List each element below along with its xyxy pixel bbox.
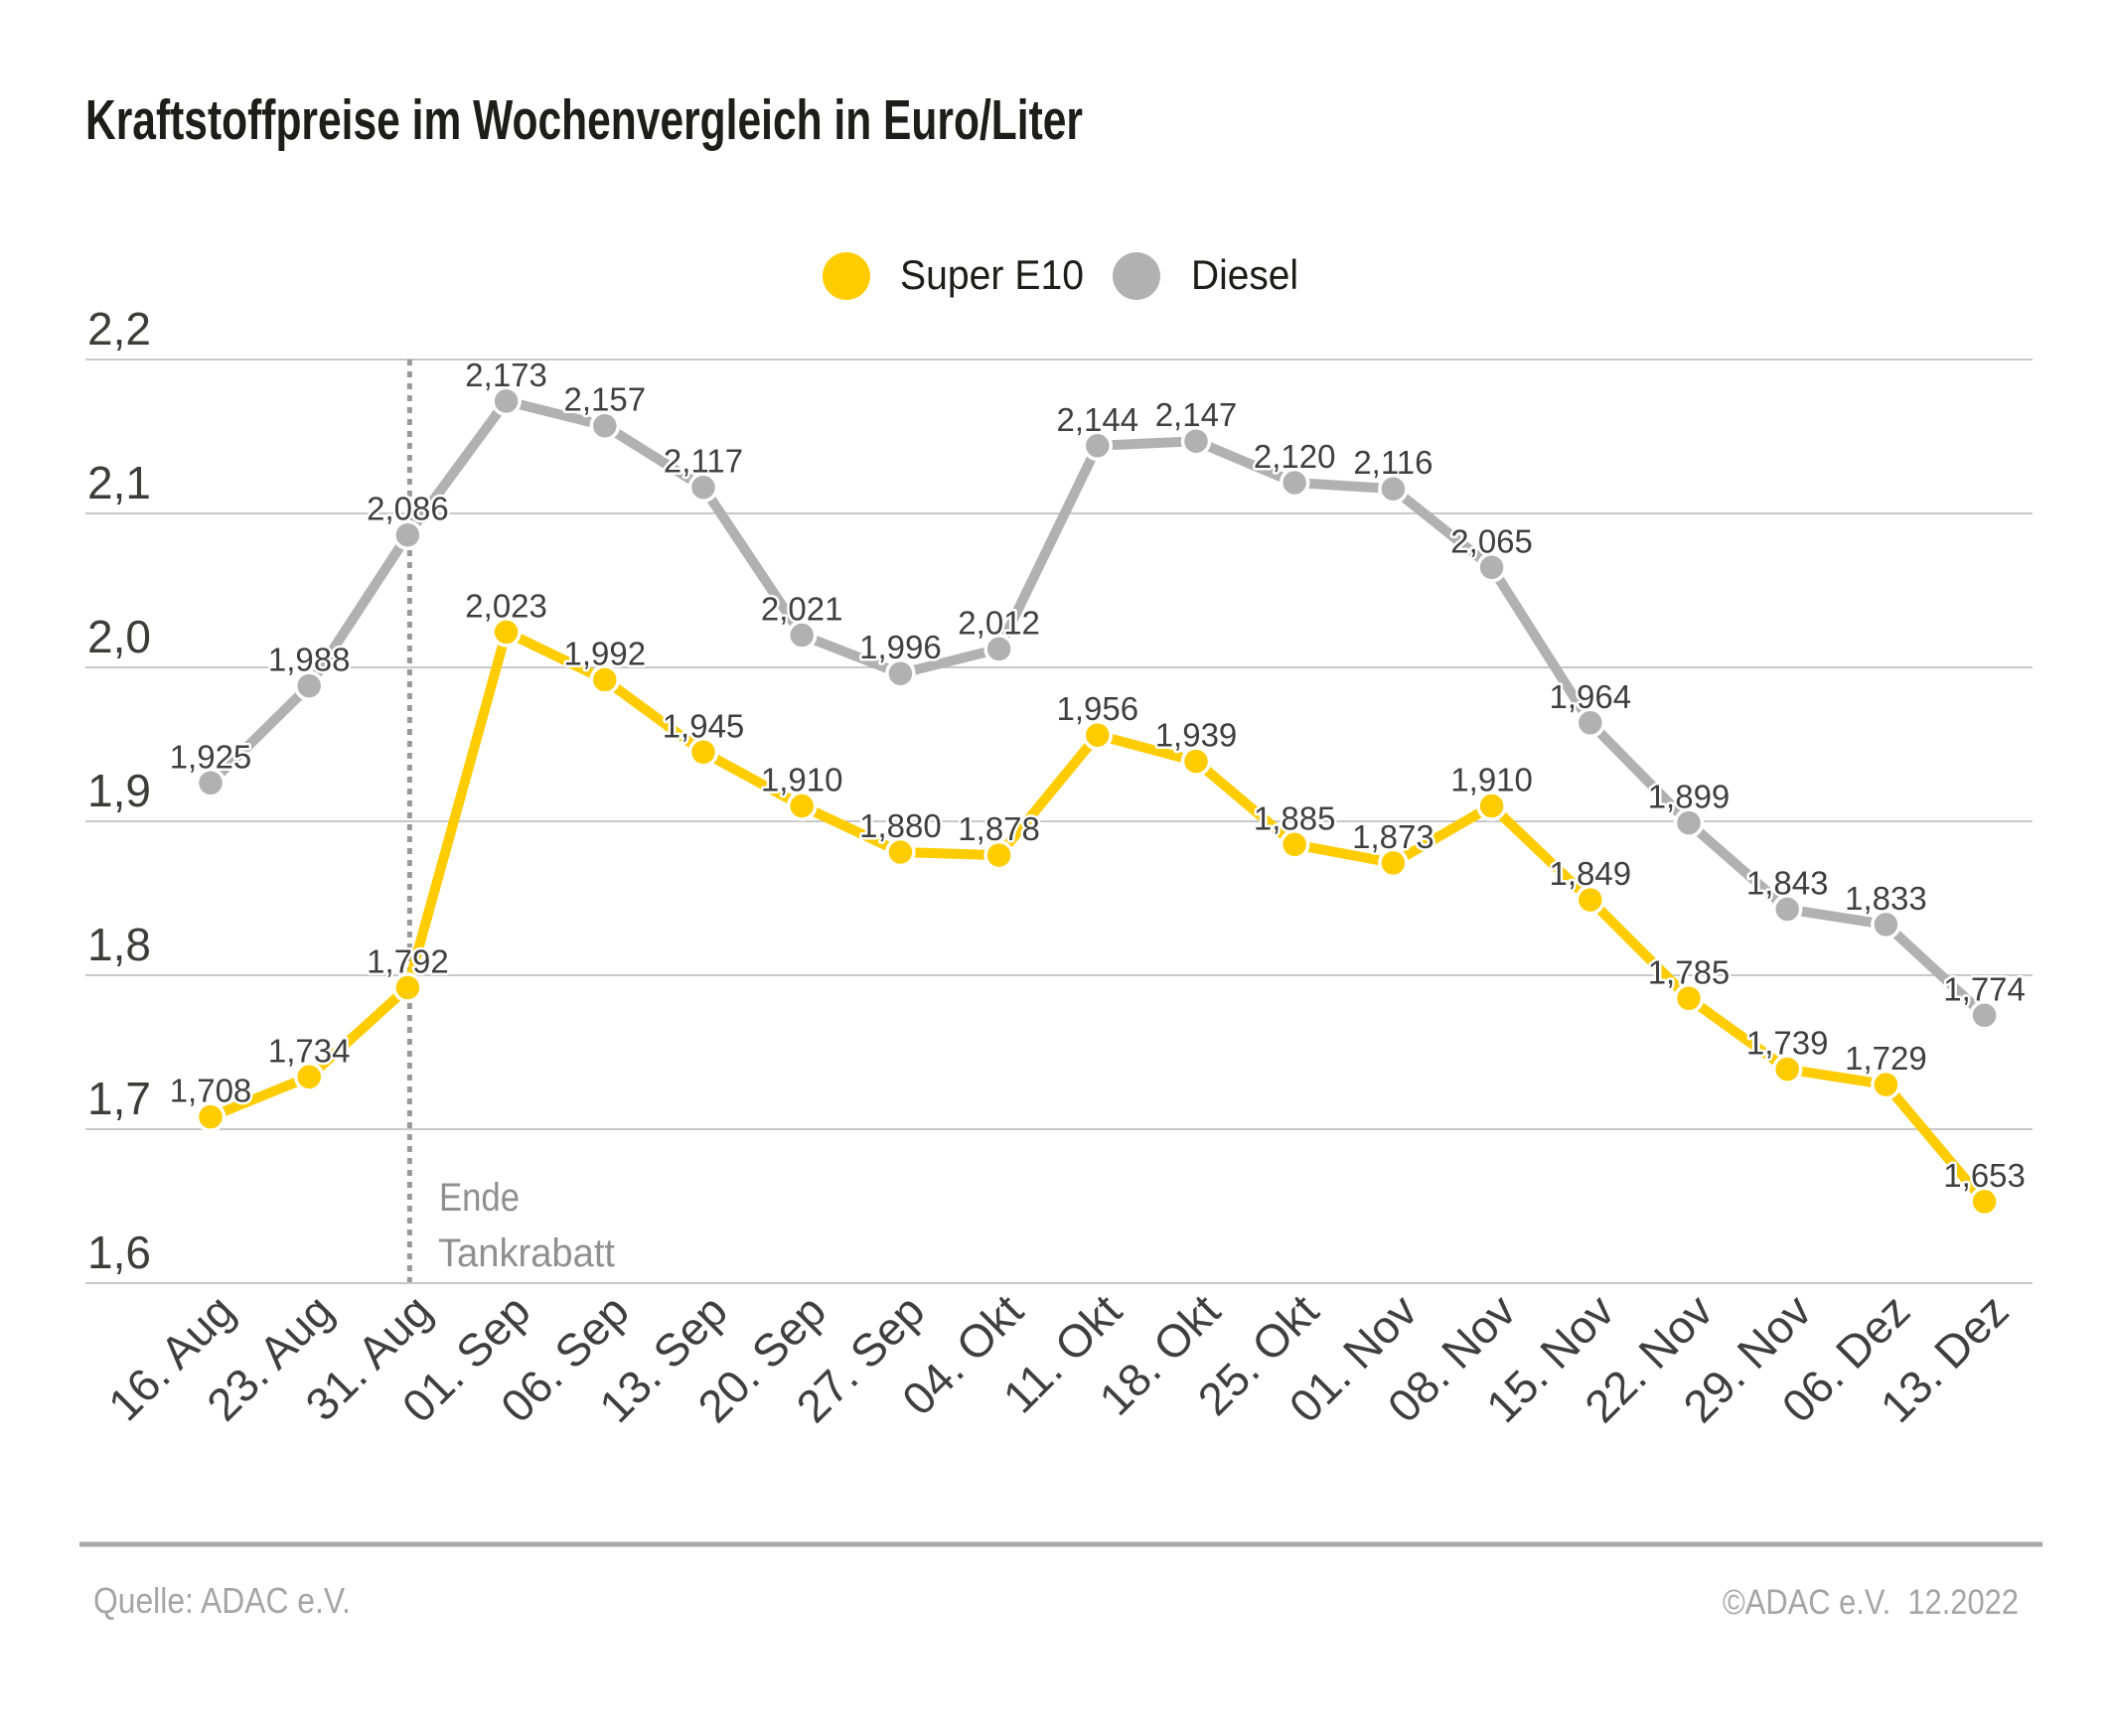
- svg-text:1,925: 1,925: [170, 738, 252, 775]
- svg-text:1,708: 1,708: [170, 1073, 252, 1109]
- svg-text:1,939: 1,939: [1155, 717, 1238, 754]
- svg-text:1,785: 1,785: [1648, 953, 1731, 990]
- svg-text:2,012: 2,012: [958, 604, 1040, 641]
- svg-text:1,7: 1,7: [87, 1073, 151, 1124]
- svg-text:1,9: 1,9: [87, 765, 151, 816]
- svg-text:1,653: 1,653: [1943, 1157, 2026, 1194]
- svg-text:1,792: 1,792: [367, 942, 449, 979]
- svg-text:1,734: 1,734: [268, 1032, 351, 1069]
- svg-text:1,899: 1,899: [1648, 779, 1731, 815]
- svg-text:2,2: 2,2: [87, 303, 151, 355]
- svg-text:2,173: 2,173: [465, 357, 547, 393]
- svg-text:2,147: 2,147: [1155, 396, 1238, 433]
- svg-text:Tankrabatt: Tankrabatt: [438, 1231, 615, 1275]
- svg-text:2,021: 2,021: [761, 591, 843, 628]
- svg-text:2,086: 2,086: [367, 491, 449, 527]
- svg-text:1,729: 1,729: [1845, 1040, 1927, 1077]
- svg-text:1,956: 1,956: [1057, 690, 1139, 727]
- svg-text:1,849: 1,849: [1550, 855, 1632, 892]
- svg-text:©ADAC e.V. 12.2022: ©ADAC e.V. 12.2022: [1723, 1583, 2019, 1622]
- svg-text:2,157: 2,157: [564, 381, 647, 418]
- svg-text:1,8: 1,8: [87, 919, 151, 970]
- svg-text:1,873: 1,873: [1352, 818, 1434, 855]
- svg-text:Quelle: ADAC e.V.: Quelle: ADAC e.V.: [93, 1580, 351, 1621]
- svg-text:1,964: 1,964: [1550, 678, 1632, 715]
- svg-text:1,774: 1,774: [1943, 970, 2026, 1007]
- svg-text:1,996: 1,996: [859, 629, 942, 665]
- svg-text:2,116: 2,116: [1353, 444, 1433, 481]
- svg-text:1,6: 1,6: [87, 1227, 151, 1278]
- svg-text:1,988: 1,988: [268, 642, 351, 678]
- svg-text:Kraftstoffpreise im Wochenverg: Kraftstoffpreise im Wochenvergleich in E…: [85, 88, 1083, 152]
- svg-text:1,910: 1,910: [1450, 762, 1533, 798]
- svg-text:2,117: 2,117: [664, 443, 743, 480]
- svg-text:1,945: 1,945: [663, 707, 745, 744]
- svg-text:1,885: 1,885: [1254, 799, 1336, 836]
- svg-text:2,144: 2,144: [1057, 401, 1139, 438]
- svg-text:1,992: 1,992: [564, 635, 647, 671]
- svg-text:1,843: 1,843: [1746, 864, 1829, 901]
- svg-text:2,023: 2,023: [465, 587, 547, 624]
- svg-text:2,1: 2,1: [87, 457, 151, 508]
- svg-text:2,120: 2,120: [1254, 438, 1336, 475]
- svg-text:1,739: 1,739: [1746, 1025, 1829, 1062]
- svg-text:1,910: 1,910: [761, 762, 843, 798]
- svg-text:Ende: Ende: [439, 1176, 520, 1220]
- svg-text:2,0: 2,0: [87, 611, 151, 662]
- svg-text:1,880: 1,880: [859, 807, 942, 844]
- svg-text:1,833: 1,833: [1845, 880, 1927, 917]
- svg-text:2,065: 2,065: [1450, 522, 1533, 559]
- svg-text:Super E10: Super E10: [900, 251, 1084, 298]
- svg-text:1,878: 1,878: [958, 810, 1040, 847]
- svg-text:Diesel: Diesel: [1191, 251, 1298, 298]
